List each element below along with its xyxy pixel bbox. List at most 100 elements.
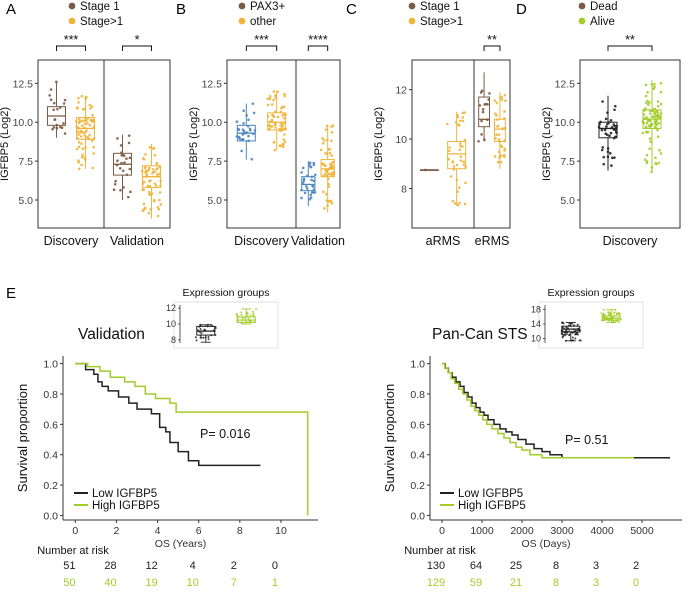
data-point bbox=[305, 174, 309, 178]
data-point bbox=[424, 168, 427, 172]
data-point bbox=[656, 113, 659, 117]
data-point bbox=[311, 184, 314, 187]
data-point bbox=[454, 120, 458, 124]
y-tick-label: 8 bbox=[401, 183, 407, 195]
data-point bbox=[121, 169, 125, 173]
data-point bbox=[600, 128, 604, 132]
data-point bbox=[650, 170, 653, 174]
data-point bbox=[464, 181, 467, 185]
data-point bbox=[477, 139, 480, 143]
data-point bbox=[148, 166, 151, 170]
inset-point bbox=[241, 316, 244, 319]
data-point bbox=[92, 145, 96, 149]
data-point bbox=[51, 127, 54, 131]
data-point bbox=[614, 135, 617, 139]
inset-point bbox=[616, 317, 619, 320]
data-point bbox=[481, 107, 485, 111]
data-point bbox=[312, 191, 315, 194]
risk-table-value: 40 bbox=[104, 577, 116, 589]
inset-point bbox=[570, 339, 573, 342]
data-point bbox=[645, 161, 649, 165]
data-point bbox=[446, 157, 450, 161]
data-point bbox=[159, 184, 162, 187]
data-point bbox=[74, 119, 78, 123]
inset-point bbox=[565, 326, 568, 329]
data-point bbox=[126, 195, 130, 199]
data-point bbox=[503, 139, 506, 142]
x-tick-label: 5000 bbox=[630, 525, 654, 537]
data-point bbox=[157, 175, 161, 178]
significance-bracket bbox=[483, 45, 501, 51]
data-point bbox=[83, 122, 87, 126]
risk-table-value: 0 bbox=[272, 560, 278, 572]
inset-point bbox=[612, 316, 615, 319]
data-point bbox=[77, 161, 80, 164]
y-axis-label: IGFBP5 (Log2) bbox=[541, 107, 553, 181]
data-point bbox=[59, 125, 62, 129]
inset-point bbox=[207, 335, 210, 338]
significance-bracket bbox=[245, 45, 278, 51]
data-point bbox=[80, 142, 83, 146]
data-point bbox=[456, 113, 459, 117]
data-point bbox=[301, 166, 305, 170]
box-panel-c: Stage 1 Stage>1 8 10 12 IGFBP5 (Log2) aRMS eRMS… bbox=[373, 1, 511, 248]
x-category-label: Discovery bbox=[603, 234, 659, 248]
data-point bbox=[80, 163, 83, 167]
y-tick-label: 10.0 bbox=[555, 117, 576, 129]
data-point bbox=[312, 163, 316, 167]
data-point bbox=[330, 130, 334, 134]
y-tick-label: 0.4 bbox=[43, 450, 58, 462]
inset-point bbox=[565, 333, 568, 336]
legend-label: Alive bbox=[590, 16, 615, 28]
inset-point bbox=[576, 323, 579, 326]
inset-point bbox=[578, 339, 581, 342]
data-point bbox=[157, 207, 161, 211]
data-point bbox=[251, 102, 255, 105]
data-point bbox=[321, 162, 324, 166]
data-point bbox=[449, 175, 453, 178]
data-point bbox=[332, 170, 336, 174]
data-point bbox=[326, 138, 329, 142]
data-point bbox=[608, 134, 611, 138]
data-point bbox=[153, 182, 157, 185]
data-point bbox=[310, 178, 313, 182]
data-point bbox=[156, 205, 160, 209]
p-value: P= 0.016 bbox=[200, 427, 250, 441]
data-point bbox=[252, 111, 256, 115]
inset-point bbox=[567, 324, 570, 327]
data-point bbox=[241, 137, 245, 141]
inset-point bbox=[211, 325, 214, 328]
data-point bbox=[158, 165, 161, 168]
data-point bbox=[615, 124, 619, 128]
data-point bbox=[266, 97, 270, 101]
data-point bbox=[76, 130, 79, 134]
y-axis-label: IGFBP5 (Log2) bbox=[0, 107, 11, 181]
data-point bbox=[503, 155, 506, 159]
x-tick-label: 8 bbox=[237, 525, 243, 537]
data-point bbox=[327, 185, 331, 188]
x-tick-label: 0 bbox=[439, 525, 445, 537]
data-point bbox=[253, 129, 257, 132]
data-point bbox=[308, 161, 312, 165]
x-category-label: Discovery bbox=[44, 234, 100, 248]
inset-point bbox=[565, 329, 568, 332]
box-panel-b: PAX3+ other 5.0 7.5 10.0 12.5 IGFBP5 (Log2) Dis… bbox=[188, 1, 345, 248]
data-point bbox=[53, 118, 57, 121]
inset-point bbox=[608, 314, 611, 317]
y-axis-label: IGFBP5 (Log2) bbox=[188, 107, 200, 181]
inset-point bbox=[610, 316, 613, 319]
data-point bbox=[91, 166, 95, 170]
data-point bbox=[306, 187, 309, 190]
data-point bbox=[653, 125, 657, 129]
data-point bbox=[300, 171, 303, 174]
data-point bbox=[493, 155, 497, 158]
data-point bbox=[119, 188, 122, 192]
data-point bbox=[280, 121, 283, 125]
inset-point bbox=[246, 311, 249, 314]
data-point bbox=[63, 132, 67, 135]
data-point bbox=[84, 97, 87, 101]
data-point bbox=[495, 101, 499, 105]
data-point bbox=[140, 169, 144, 173]
data-point bbox=[463, 202, 467, 206]
data-point bbox=[92, 125, 96, 129]
